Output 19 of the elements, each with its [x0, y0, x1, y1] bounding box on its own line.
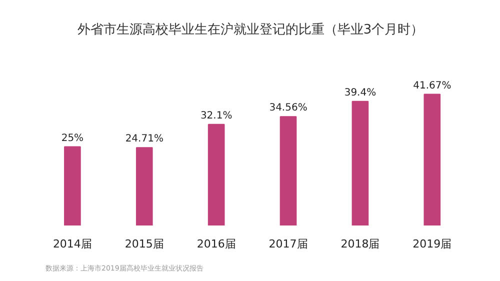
x-tick-label: 2016届 — [196, 238, 236, 250]
x-tick-label: 2017届 — [268, 238, 308, 250]
x-tick-label: 2018届 — [340, 238, 380, 250]
bar — [352, 100, 369, 226]
chart-title: 外省市生源高校毕业生在沪就业登记的比重（毕业3个月时） — [77, 22, 424, 38]
data-label: 25% — [61, 132, 84, 144]
data-label: 34.56% — [269, 102, 308, 114]
bar — [280, 116, 297, 226]
x-tick-label: 2015届 — [124, 238, 164, 250]
data-label: 24.71% — [125, 134, 164, 145]
bar — [136, 147, 153, 226]
x-tick-label: 2014届 — [52, 238, 92, 250]
data-label: 41.67% — [413, 80, 452, 92]
x-tick-label: 2019届 — [412, 238, 452, 250]
data-label: 39.4% — [344, 87, 376, 98]
bar — [424, 94, 441, 226]
bar — [64, 146, 81, 226]
bar — [208, 124, 225, 226]
data-label: 32.1% — [200, 110, 232, 122]
